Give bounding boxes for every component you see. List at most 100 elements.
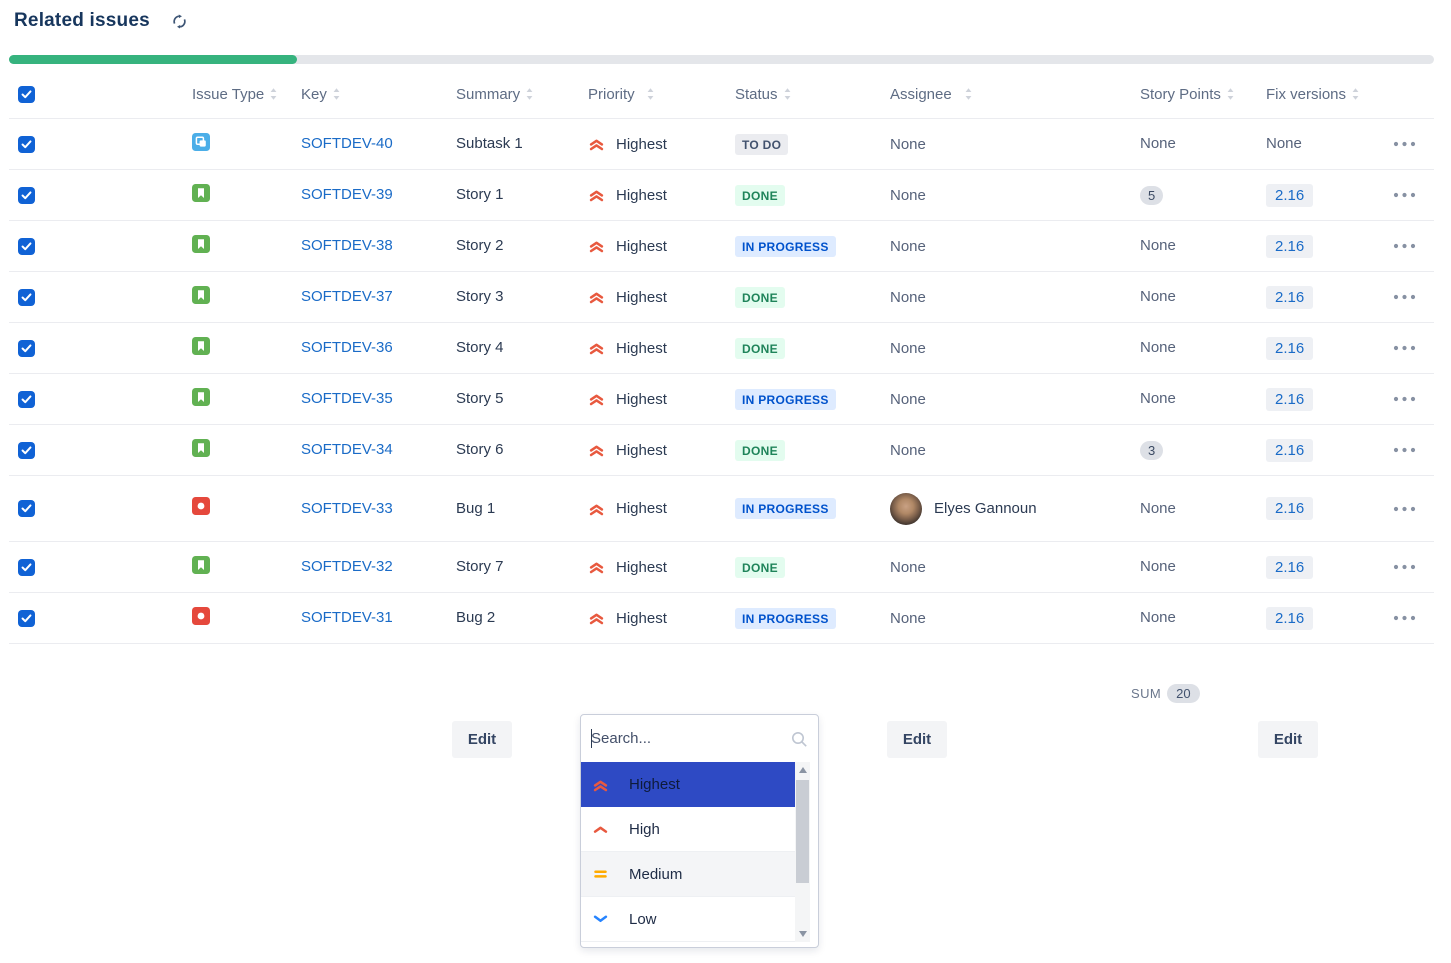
page-title: Related issues — [14, 10, 150, 31]
fix-version-link[interactable]: 2.16 — [1266, 497, 1314, 520]
story-points-cell: None — [1131, 558, 1257, 576]
issue-summary: Story 7 — [456, 558, 504, 575]
status-cell: DONE — [731, 556, 886, 578]
fix-version-link[interactable]: 2.16 — [1266, 285, 1314, 309]
column-header-summary[interactable]: Summary — [452, 86, 580, 103]
search-input[interactable] — [591, 730, 790, 747]
row-checkbox[interactable] — [18, 186, 35, 204]
status-cell: DONE — [731, 286, 886, 308]
issue-summary: Bug 1 — [456, 499, 496, 517]
edit-summary-button[interactable]: Edit — [452, 721, 512, 758]
column-header-issue-type[interactable]: Issue Type — [184, 86, 295, 103]
row-checkbox[interactable] — [18, 609, 35, 627]
status-cell: DONE — [731, 337, 886, 359]
issue-key-link[interactable]: SOFTDEV-40 — [301, 135, 393, 152]
fix-version-link[interactable]: 2.16 — [1266, 336, 1314, 360]
row-menu-button[interactable] — [1391, 502, 1418, 516]
fix-version-link[interactable]: 2.16 — [1266, 183, 1314, 207]
assignee-cell: None — [886, 136, 1131, 153]
column-label: Assignee — [890, 85, 952, 103]
issue-key-link[interactable]: SOFTDEV-34 — [301, 441, 393, 458]
row-menu-button[interactable] — [1391, 560, 1418, 574]
row-checkbox[interactable] — [18, 390, 35, 408]
row-menu-button[interactable] — [1391, 443, 1418, 457]
option-label: High — [629, 820, 660, 838]
refresh-icon[interactable] — [170, 12, 189, 31]
fix-version-link[interactable]: 2.16 — [1266, 234, 1314, 258]
column-header-status[interactable]: Status — [731, 86, 886, 103]
text-cursor — [591, 729, 592, 748]
dropdown-option-high[interactable]: High — [581, 807, 795, 852]
row-menu-button[interactable] — [1391, 290, 1418, 304]
fix-version-link[interactable]: 2.16 — [1266, 606, 1314, 630]
row-menu-button[interactable] — [1391, 188, 1418, 202]
column-header-priority[interactable]: Priority — [580, 86, 731, 103]
table-header-row: Issue Type Key Summary Priority Status Assign… — [9, 70, 1434, 119]
row-checkbox[interactable] — [18, 558, 35, 576]
issue-key-link[interactable]: SOFTDEV-38 — [301, 237, 393, 254]
sum-value-badge: 20 — [1167, 684, 1200, 703]
priority-highest-icon — [588, 136, 605, 152]
fix-version-link[interactable]: 2.16 — [1266, 387, 1314, 411]
issue-key-link[interactable]: SOFTDEV-36 — [301, 339, 393, 356]
row-menu-button[interactable] — [1391, 137, 1418, 151]
ellipsis-icon — [1393, 294, 1416, 300]
row-checkbox[interactable] — [18, 441, 35, 459]
assignee-none: None — [890, 288, 926, 306]
issue-key-link[interactable]: SOFTDEV-35 — [301, 390, 393, 407]
scrollbar-thumb[interactable] — [796, 780, 809, 883]
priority-label: Highest — [616, 339, 667, 357]
row-menu-button[interactable] — [1391, 341, 1418, 355]
edit-assignee-button[interactable]: Edit — [887, 721, 947, 758]
row-select-cell — [9, 609, 184, 627]
dropdown-option-highest[interactable]: Highest — [581, 762, 795, 807]
scroll-up-icon[interactable] — [795, 762, 810, 778]
row-checkbox[interactable] — [18, 339, 35, 357]
issue-key-link[interactable]: SOFTDEV-33 — [301, 499, 393, 517]
issue-summary: Story 6 — [456, 441, 504, 458]
fix-version-link[interactable]: 2.16 — [1266, 438, 1314, 462]
status-badge: DONE — [735, 556, 785, 578]
column-header-story-points[interactable]: Story Points — [1131, 86, 1257, 103]
fix-versions-cell: 2.16 — [1257, 183, 1377, 207]
row-menu-button[interactable] — [1391, 611, 1418, 625]
row-menu-button[interactable] — [1391, 239, 1418, 253]
bug-icon — [192, 606, 210, 625]
status-cell: IN PROGRESS — [731, 388, 886, 410]
row-checkbox[interactable] — [18, 288, 35, 306]
row-checkbox[interactable] — [18, 237, 35, 255]
priority-cell: Highest — [580, 442, 731, 459]
dropdown-option-low[interactable]: Low — [581, 897, 795, 942]
issue-key-link[interactable]: SOFTDEV-37 — [301, 288, 393, 305]
column-header-key[interactable]: Key — [295, 86, 452, 103]
fix-version-link[interactable]: 2.16 — [1266, 555, 1314, 579]
scroll-down-icon[interactable] — [795, 926, 810, 942]
priority-highest-icon — [588, 340, 605, 356]
story-points-none: None — [1140, 135, 1176, 152]
edit-fix-versions-button[interactable]: Edit — [1258, 721, 1318, 758]
menu-cell — [1377, 560, 1434, 574]
column-header-assignee[interactable]: Assignee — [886, 86, 1131, 103]
summary-cell: Story 5 — [452, 390, 580, 408]
issue-key-link[interactable]: SOFTDEV-32 — [301, 558, 393, 575]
row-checkbox[interactable] — [18, 135, 35, 153]
issue-key-link[interactable]: SOFTDEV-31 — [301, 609, 393, 626]
priority-highest-icon — [592, 777, 612, 793]
summary-cell: Story 2 — [452, 237, 580, 255]
row-checkbox[interactable] — [18, 500, 35, 517]
issue-key-link[interactable]: SOFTDEV-39 — [301, 186, 393, 203]
dropdown-scrollbar[interactable] — [795, 762, 810, 942]
priority-label: Highest — [616, 558, 667, 576]
issue-type-cell — [184, 285, 295, 309]
key-cell: SOFTDEV-34 — [295, 441, 452, 459]
dropdown-option-medium[interactable]: Medium — [581, 852, 795, 897]
progress-bar — [9, 55, 1434, 64]
row-menu-button[interactable] — [1391, 392, 1418, 406]
column-header-fix-versions[interactable]: Fix versions — [1257, 86, 1377, 103]
dropdown-option-list: Highest High Medium Low — [581, 762, 818, 947]
menu-cell — [1377, 341, 1434, 355]
summary-cell: Story 7 — [452, 558, 580, 576]
sum-label: SUM — [1131, 686, 1162, 701]
issue-type-cell — [184, 606, 295, 630]
select-all-checkbox[interactable] — [18, 85, 35, 103]
